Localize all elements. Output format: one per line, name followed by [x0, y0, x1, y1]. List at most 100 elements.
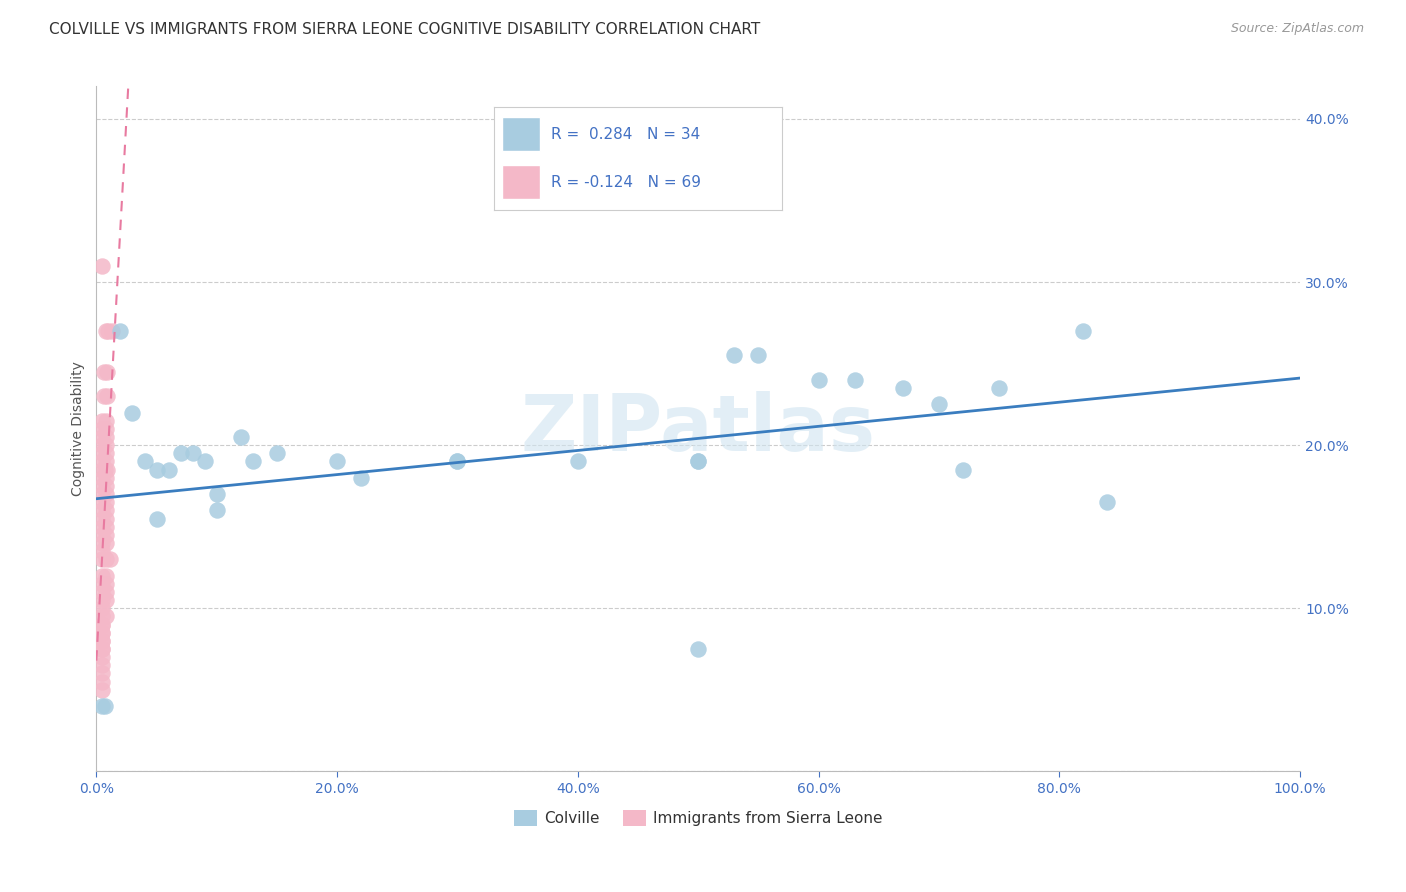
- Point: [91, 666, 114, 681]
- Point: [94, 430, 117, 444]
- Point: [205, 503, 228, 517]
- Point: [91, 544, 114, 558]
- Point: [688, 454, 710, 468]
- Text: COLVILLE VS IMMIGRANTS FROM SIERRA LEONE COGNITIVE DISABILITY CORRELATION CHART: COLVILLE VS IMMIGRANTS FROM SIERRA LEONE…: [49, 22, 761, 37]
- Point: [91, 503, 114, 517]
- Point: [91, 552, 114, 566]
- Point: [94, 519, 117, 533]
- Point: [94, 552, 117, 566]
- Point: [952, 462, 974, 476]
- Point: [94, 609, 117, 624]
- Point: [1097, 495, 1119, 509]
- Text: Source: ZipAtlas.com: Source: ZipAtlas.com: [1230, 22, 1364, 36]
- Point: [94, 324, 117, 338]
- Point: [242, 454, 264, 468]
- Point: [94, 593, 117, 607]
- Point: [91, 593, 114, 607]
- Point: [134, 454, 156, 468]
- Point: [157, 462, 180, 476]
- Point: [91, 601, 114, 615]
- Point: [91, 617, 114, 632]
- Point: [94, 528, 117, 542]
- Point: [94, 576, 117, 591]
- Point: [94, 471, 117, 485]
- Point: [91, 414, 114, 428]
- Point: [94, 422, 117, 436]
- Point: [94, 479, 117, 493]
- Point: [688, 642, 710, 657]
- Point: [94, 495, 117, 509]
- Point: [94, 536, 117, 550]
- Point: [91, 617, 114, 632]
- Point: [91, 446, 114, 460]
- Point: [169, 446, 191, 460]
- Point: [229, 430, 252, 444]
- Point: [91, 674, 114, 689]
- Point: [844, 373, 866, 387]
- Point: [205, 487, 228, 501]
- Point: [567, 454, 589, 468]
- Point: [91, 471, 114, 485]
- Point: [98, 552, 121, 566]
- Point: [96, 389, 118, 403]
- Point: [91, 585, 114, 599]
- Point: [91, 511, 114, 525]
- Point: [91, 259, 114, 273]
- Point: [988, 381, 1011, 395]
- Point: [94, 414, 117, 428]
- Point: [94, 699, 117, 714]
- Point: [91, 633, 114, 648]
- Point: [350, 471, 373, 485]
- Point: [93, 389, 115, 403]
- Point: [91, 528, 114, 542]
- Point: [97, 324, 120, 338]
- Point: [91, 699, 114, 714]
- Point: [446, 454, 468, 468]
- Point: [91, 536, 114, 550]
- Point: [1073, 324, 1095, 338]
- Point: [91, 568, 114, 582]
- Point: [91, 633, 114, 648]
- Point: [91, 487, 114, 501]
- Point: [94, 454, 117, 468]
- Point: [145, 462, 167, 476]
- Point: [94, 446, 117, 460]
- Point: [723, 349, 745, 363]
- Point: [91, 422, 114, 436]
- Point: [194, 454, 217, 468]
- Point: [94, 462, 117, 476]
- Point: [110, 324, 132, 338]
- Point: [96, 462, 118, 476]
- Point: [326, 454, 349, 468]
- Point: [91, 642, 114, 657]
- Point: [928, 397, 950, 411]
- Point: [91, 625, 114, 640]
- Point: [94, 487, 117, 501]
- Point: [891, 381, 914, 395]
- Point: [747, 349, 769, 363]
- Point: [91, 682, 114, 697]
- Point: [94, 568, 117, 582]
- Point: [91, 479, 114, 493]
- Point: [145, 511, 167, 525]
- Point: [121, 405, 143, 419]
- Point: [446, 454, 468, 468]
- Point: [96, 365, 118, 379]
- Point: [181, 446, 204, 460]
- Point: [101, 324, 124, 338]
- Point: [91, 576, 114, 591]
- Point: [807, 373, 830, 387]
- Point: [91, 658, 114, 673]
- Point: [91, 609, 114, 624]
- Y-axis label: Cognitive Disability: Cognitive Disability: [72, 361, 86, 496]
- Text: ZIPatlas: ZIPatlas: [520, 391, 876, 467]
- Point: [91, 430, 114, 444]
- Point: [91, 642, 114, 657]
- Point: [91, 438, 114, 452]
- Point: [94, 503, 117, 517]
- Point: [688, 454, 710, 468]
- Point: [91, 495, 114, 509]
- Point: [266, 446, 288, 460]
- Point: [93, 365, 115, 379]
- Point: [94, 438, 117, 452]
